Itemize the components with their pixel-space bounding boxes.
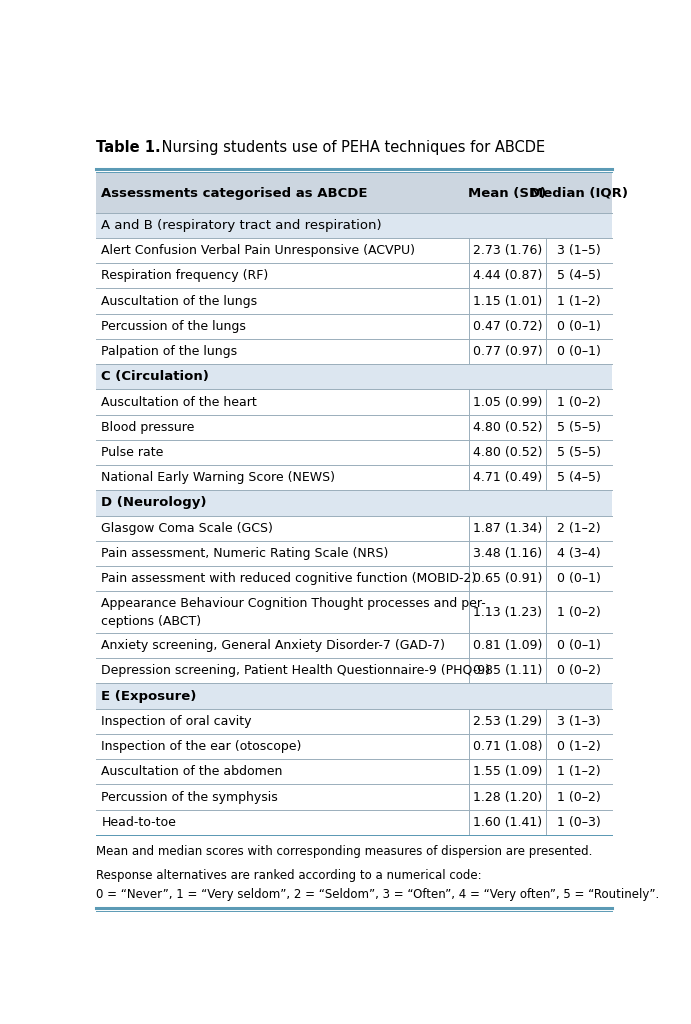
Text: 0 (0–2): 0 (0–2) xyxy=(557,665,601,677)
Text: Blood pressure: Blood pressure xyxy=(102,421,195,434)
Text: 0 (0–1): 0 (0–1) xyxy=(557,319,601,333)
Bar xyxy=(96,389,612,415)
Bar xyxy=(96,263,612,289)
Text: 1.60 (1.41): 1.60 (1.41) xyxy=(473,816,542,828)
Text: 5 (4–5): 5 (4–5) xyxy=(557,269,601,283)
Bar xyxy=(96,658,612,683)
Text: A and B (respiratory tract and respiration): A and B (respiratory tract and respirati… xyxy=(102,219,382,231)
Text: 1.55 (1.09): 1.55 (1.09) xyxy=(473,765,542,778)
Text: E (Exposure): E (Exposure) xyxy=(102,689,197,702)
Text: 0 (1–2): 0 (1–2) xyxy=(557,740,601,753)
Text: 0.65 (0.91): 0.65 (0.91) xyxy=(473,572,542,585)
Text: D (Neurology): D (Neurology) xyxy=(102,497,207,509)
Text: 1 (0–2): 1 (0–2) xyxy=(557,605,601,618)
Bar xyxy=(96,566,612,591)
Text: Alert Confusion Verbal Pain Unresponsive (ACVPU): Alert Confusion Verbal Pain Unresponsive… xyxy=(102,244,415,257)
Text: 1.87 (1.34): 1.87 (1.34) xyxy=(473,521,542,535)
Bar xyxy=(96,683,612,709)
Text: 2 (1–2): 2 (1–2) xyxy=(557,521,601,535)
Text: 4.80 (0.52): 4.80 (0.52) xyxy=(473,421,542,434)
Text: Auscultation of the abdomen: Auscultation of the abdomen xyxy=(102,765,283,778)
Text: 5 (4–5): 5 (4–5) xyxy=(557,471,601,484)
Text: 0 (0–1): 0 (0–1) xyxy=(557,639,601,652)
Text: Depression screening, Patient Health Questionnaire-9 (PHQ-9): Depression screening, Patient Health Que… xyxy=(102,665,491,677)
Text: Pain assessment with reduced cognitive function (MOBID-2): Pain assessment with reduced cognitive f… xyxy=(102,572,477,585)
Bar xyxy=(96,709,612,734)
Text: Pain assessment, Numeric Rating Scale (NRS): Pain assessment, Numeric Rating Scale (N… xyxy=(102,547,389,560)
Text: Palpation of the lungs: Palpation of the lungs xyxy=(102,345,238,358)
Text: 4.44 (0.87): 4.44 (0.87) xyxy=(473,269,542,283)
Text: Median (IQR): Median (IQR) xyxy=(530,186,628,200)
Text: 2.53 (1.29): 2.53 (1.29) xyxy=(473,715,542,728)
Text: Nursing students use of PEHA techniques for ABCDE: Nursing students use of PEHA techniques … xyxy=(157,140,545,156)
Bar xyxy=(96,365,612,389)
Text: National Early Warning Score (NEWS): National Early Warning Score (NEWS) xyxy=(102,471,335,484)
Text: 4 (3–4): 4 (3–4) xyxy=(557,547,601,560)
Text: Mean and median scores with corresponding measures of dispersion are presented.: Mean and median scores with correspondin… xyxy=(96,845,592,858)
Bar xyxy=(96,633,612,658)
Text: 0 (0–1): 0 (0–1) xyxy=(557,345,601,358)
Text: Head-to-toe: Head-to-toe xyxy=(102,816,176,828)
Text: Pulse rate: Pulse rate xyxy=(102,446,164,459)
Text: 0.81 (1.09): 0.81 (1.09) xyxy=(473,639,542,652)
Bar xyxy=(96,289,612,313)
Text: 1.13 (1.23): 1.13 (1.23) xyxy=(473,605,542,618)
Text: 1 (1–2): 1 (1–2) xyxy=(557,765,601,778)
Text: Auscultation of the heart: Auscultation of the heart xyxy=(102,395,257,409)
Text: 0.77 (0.97): 0.77 (0.97) xyxy=(473,345,542,358)
Text: Mean (SD): Mean (SD) xyxy=(468,186,547,200)
Bar xyxy=(96,238,612,263)
Bar xyxy=(96,213,612,238)
Text: Respiration frequency (RF): Respiration frequency (RF) xyxy=(102,269,269,283)
Text: Response alternatives are ranked according to a numerical code:: Response alternatives are ranked accordi… xyxy=(96,868,482,882)
Text: 1 (0–3): 1 (0–3) xyxy=(557,816,601,828)
Text: 1 (0–2): 1 (0–2) xyxy=(557,395,601,409)
Text: 1.15 (1.01): 1.15 (1.01) xyxy=(473,295,542,307)
Text: 5 (5–5): 5 (5–5) xyxy=(557,446,601,459)
Text: 0.47 (0.72): 0.47 (0.72) xyxy=(473,319,542,333)
Text: 3 (1–5): 3 (1–5) xyxy=(557,244,601,257)
Text: 0 = “Never”, 1 = “Very seldom”, 2 = “Seldom”, 3 = “Often”, 4 = “Very often”, 5 =: 0 = “Never”, 1 = “Very seldom”, 2 = “Sel… xyxy=(96,888,659,901)
Bar xyxy=(96,339,612,365)
Bar xyxy=(96,784,612,810)
Text: 4.71 (0.49): 4.71 (0.49) xyxy=(473,471,542,484)
Text: Table 1.: Table 1. xyxy=(96,140,160,156)
Text: 2.73 (1.76): 2.73 (1.76) xyxy=(473,244,542,257)
Text: Inspection of oral cavity: Inspection of oral cavity xyxy=(102,715,252,728)
Bar xyxy=(96,313,612,339)
Bar xyxy=(96,541,612,566)
Bar xyxy=(96,515,612,541)
Text: Assessments categorised as ABCDE: Assessments categorised as ABCDE xyxy=(102,186,368,200)
Text: ceptions (ABCT): ceptions (ABCT) xyxy=(102,614,202,628)
Bar xyxy=(96,440,612,465)
Bar xyxy=(96,490,612,515)
Text: 1 (1–2): 1 (1–2) xyxy=(557,295,601,307)
Text: 1.28 (1.20): 1.28 (1.20) xyxy=(473,791,542,804)
Text: Percussion of the symphysis: Percussion of the symphysis xyxy=(102,791,278,804)
Bar xyxy=(96,759,612,784)
Text: 1.05 (0.99): 1.05 (0.99) xyxy=(473,395,542,409)
Text: 3 (1–3): 3 (1–3) xyxy=(557,715,601,728)
Text: Glasgow Coma Scale (GCS): Glasgow Coma Scale (GCS) xyxy=(102,521,273,535)
Text: Anxiety screening, General Anxiety Disorder-7 (GAD-7): Anxiety screening, General Anxiety Disor… xyxy=(102,639,446,652)
Bar xyxy=(96,415,612,440)
Bar xyxy=(96,465,612,490)
Text: Appearance Behaviour Cognition Thought processes and per-: Appearance Behaviour Cognition Thought p… xyxy=(102,597,486,609)
Text: Inspection of the ear (otoscope): Inspection of the ear (otoscope) xyxy=(102,740,302,753)
Text: Auscultation of the lungs: Auscultation of the lungs xyxy=(102,295,258,307)
Text: 5 (5–5): 5 (5–5) xyxy=(557,421,601,434)
Text: 0 (0–1): 0 (0–1) xyxy=(557,572,601,585)
Text: 0.71 (1.08): 0.71 (1.08) xyxy=(473,740,542,753)
Text: 0.85 (1.11): 0.85 (1.11) xyxy=(473,665,542,677)
Bar xyxy=(96,734,612,759)
Bar xyxy=(96,591,612,633)
Text: 1 (0–2): 1 (0–2) xyxy=(557,791,601,804)
Text: 3.48 (1.16): 3.48 (1.16) xyxy=(473,547,542,560)
Bar xyxy=(96,173,612,213)
Text: C (Circulation): C (Circulation) xyxy=(102,371,209,383)
Text: Percussion of the lungs: Percussion of the lungs xyxy=(102,319,246,333)
Text: 4.80 (0.52): 4.80 (0.52) xyxy=(473,446,542,459)
Bar xyxy=(96,810,612,835)
